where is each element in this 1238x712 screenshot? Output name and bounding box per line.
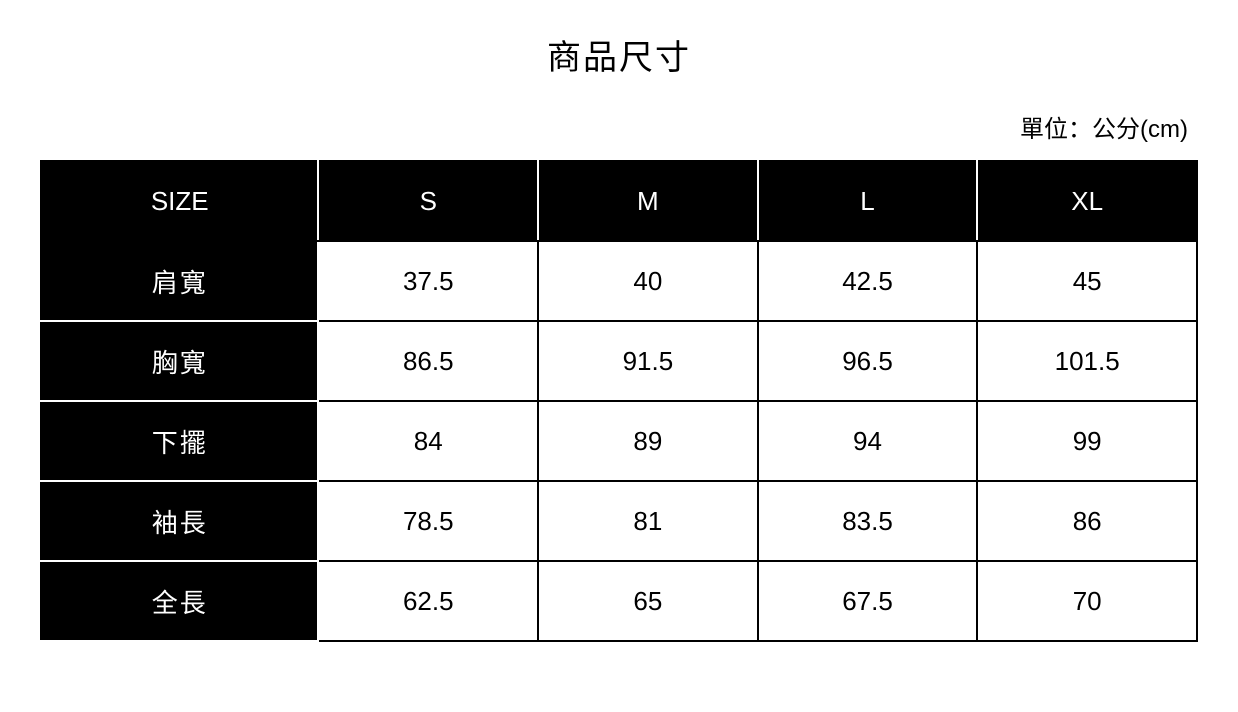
cell: 42.5 — [758, 241, 978, 321]
cell: 86.5 — [318, 321, 538, 401]
cell: 40 — [538, 241, 758, 321]
cell: 45 — [977, 241, 1197, 321]
cell: 37.5 — [318, 241, 538, 321]
row-label-chest: 胸寬 — [41, 321, 318, 401]
cell: 84 — [318, 401, 538, 481]
unit-label: 單位：公分(cm) — [40, 109, 1198, 144]
row-label-length: 全長 — [41, 561, 318, 641]
cell: 96.5 — [758, 321, 978, 401]
table-row: 袖長 78.5 81 83.5 86 — [41, 481, 1197, 561]
page-title: 商品尺寸 — [40, 30, 1198, 79]
cell: 70 — [977, 561, 1197, 641]
header-size-label: SIZE — [41, 161, 318, 241]
header-col-m: M — [538, 161, 758, 241]
cell: 67.5 — [758, 561, 978, 641]
table-row: 肩寬 37.5 40 42.5 45 — [41, 241, 1197, 321]
cell: 101.5 — [977, 321, 1197, 401]
row-label-sleeve: 袖長 — [41, 481, 318, 561]
cell: 86 — [977, 481, 1197, 561]
cell: 78.5 — [318, 481, 538, 561]
cell: 65 — [538, 561, 758, 641]
cell: 81 — [538, 481, 758, 561]
header-col-l: L — [758, 161, 978, 241]
cell: 99 — [977, 401, 1197, 481]
table-header-row: SIZE S M L XL — [41, 161, 1197, 241]
cell: 62.5 — [318, 561, 538, 641]
row-label-hem: 下擺 — [41, 401, 318, 481]
size-table: SIZE S M L XL 肩寬 37.5 40 42.5 45 胸寬 86.5… — [40, 160, 1198, 642]
row-label-shoulder: 肩寬 — [41, 241, 318, 321]
cell: 91.5 — [538, 321, 758, 401]
header-col-s: S — [318, 161, 538, 241]
header-col-xl: XL — [977, 161, 1197, 241]
cell: 89 — [538, 401, 758, 481]
table-row: 全長 62.5 65 67.5 70 — [41, 561, 1197, 641]
cell: 83.5 — [758, 481, 978, 561]
table-row: 下擺 84 89 94 99 — [41, 401, 1197, 481]
table-row: 胸寬 86.5 91.5 96.5 101.5 — [41, 321, 1197, 401]
cell: 94 — [758, 401, 978, 481]
